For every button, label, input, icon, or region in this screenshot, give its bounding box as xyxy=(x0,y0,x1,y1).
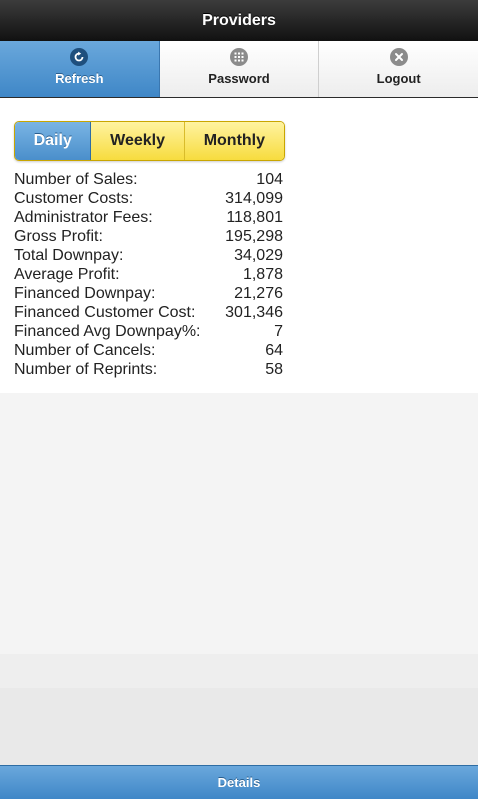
stat-value: 34,029 xyxy=(234,247,283,264)
close-icon xyxy=(389,48,408,66)
nav-logout-button[interactable]: Logout xyxy=(319,41,478,97)
period-weekly-button[interactable]: Weekly xyxy=(91,122,185,160)
content-panel: Daily Weekly Monthly Number of Sales: 10… xyxy=(0,98,478,393)
stat-value: 21,276 xyxy=(234,285,283,302)
nav-refresh-button[interactable]: Refresh xyxy=(0,41,160,97)
stat-value: 301,346 xyxy=(225,304,283,321)
stat-label: Customer Costs: xyxy=(14,190,134,207)
stat-row: Average Profit: 1,878 xyxy=(14,265,283,284)
stat-label: Average Profit: xyxy=(14,266,120,283)
stat-label: Number of Reprints: xyxy=(14,361,158,378)
nav-password-button[interactable]: Password xyxy=(159,41,320,97)
details-label: Details xyxy=(217,775,261,790)
stat-label: Number of Cancels: xyxy=(14,342,156,359)
nav-password-label: Password xyxy=(208,71,270,86)
period-daily-button[interactable]: Daily xyxy=(15,122,92,160)
stat-row: Number of Cancels: 64 xyxy=(14,341,283,360)
period-selector: Daily Weekly Monthly xyxy=(14,121,285,161)
refresh-icon xyxy=(70,48,89,66)
nav-logout-label: Logout xyxy=(376,71,421,86)
stat-label: Gross Profit: xyxy=(14,228,103,245)
stat-label: Financed Downpay: xyxy=(14,285,156,302)
stat-label: Total Downpay: xyxy=(14,247,124,264)
stat-value: 104 xyxy=(256,171,283,188)
stat-value: 1,878 xyxy=(242,266,283,283)
stat-row: Number of Sales: 104 xyxy=(14,170,283,189)
empty-area xyxy=(0,688,478,765)
header-bar: Providers xyxy=(0,0,478,41)
stat-value: 58 xyxy=(265,361,283,378)
stat-label: Financed Customer Cost: xyxy=(14,304,196,321)
stat-row: Total Downpay: 34,029 xyxy=(14,246,283,265)
stat-value: 7 xyxy=(274,323,283,340)
stat-value: 195,298 xyxy=(225,228,283,245)
stat-value: 314,099 xyxy=(225,190,283,207)
stat-row: Customer Costs: 314,099 xyxy=(14,189,283,208)
nav-refresh-label: Refresh xyxy=(55,71,104,86)
stat-label: Administrator Fees: xyxy=(14,209,153,226)
stat-value: 64 xyxy=(265,342,283,359)
stats-list: Number of Sales: 104 Customer Costs: 314… xyxy=(14,170,283,379)
page-title: Providers xyxy=(202,11,276,29)
stat-row: Gross Profit: 195,298 xyxy=(14,227,283,246)
stat-row: Financed Customer Cost: 301,346 xyxy=(14,303,283,322)
stat-row: Number of Reprints: 58 xyxy=(14,360,283,379)
period-monthly-button[interactable]: Monthly xyxy=(184,122,284,160)
stat-label: Financed Avg Downpay%: xyxy=(14,323,201,340)
empty-area xyxy=(0,654,478,688)
stat-row: Financed Avg Downpay%: 7 xyxy=(14,322,283,341)
grid-icon xyxy=(230,48,248,66)
stat-label: Number of Sales: xyxy=(14,171,138,188)
nav-bar: Refresh Password Logout xyxy=(0,41,478,98)
stat-row: Administrator Fees: 118,801 xyxy=(14,208,283,227)
stat-value: 118,801 xyxy=(226,209,283,226)
details-button[interactable]: Details xyxy=(0,765,478,799)
stat-row: Financed Downpay: 21,276 xyxy=(14,284,283,303)
empty-area xyxy=(0,393,478,654)
